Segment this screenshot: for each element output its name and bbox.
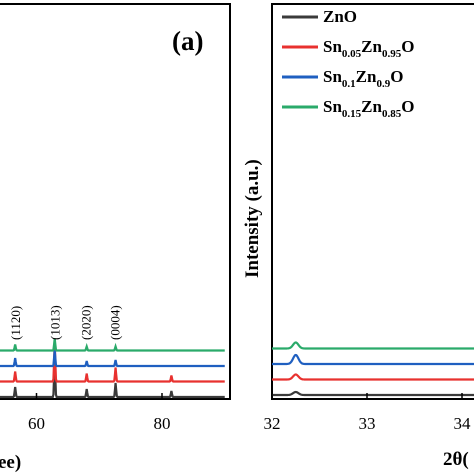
peak-label: (2020) <box>79 305 94 340</box>
series-line-0 <box>0 356 225 399</box>
x-tick-label: 34 <box>454 414 472 433</box>
panel-b: 32 33 34 ZnO Sn0.05Zn0.95O Sn0.1Zn0.9O Sn0.15… <box>242 3 474 470</box>
series-line-0 <box>272 390 474 397</box>
panel-b-legend: ZnO Sn0.05Zn0.95O Sn0.1Zn0.9O Sn0.15Zn0.85O <box>282 7 414 120</box>
series-line-3 <box>0 338 225 352</box>
panel-a-x-ticks: 60 80 <box>28 393 171 433</box>
series-line-1 <box>0 341 225 383</box>
panel-b-series <box>272 341 474 397</box>
peak-label: (1120) <box>8 306 23 340</box>
peak-label: (0004) <box>108 305 123 340</box>
panel-a-label: (a) <box>172 26 203 56</box>
series-line-2 <box>272 353 474 366</box>
panel-a-peak-labels: (1120) (1013) (2020) (0004) <box>8 305 123 340</box>
panel-a: (a) (1120) (1013) (2020) (0004) 60 80 ee) <box>0 3 231 473</box>
x-tick-label: 33 <box>359 414 376 433</box>
series-line-3 <box>272 341 474 350</box>
panel-a-series <box>0 338 225 399</box>
legend-label: Sn0.15Zn0.85O <box>323 97 414 120</box>
panel-b-frame <box>271 3 474 400</box>
legend-label: Sn0.05Zn0.95O <box>323 37 414 60</box>
panel-a-x-axis-title: ee) <box>0 452 21 473</box>
panel-b-y-axis-title: Intensity (a.u.) <box>242 159 263 278</box>
series-line-2 <box>0 349 225 368</box>
x-tick-label: 80 <box>154 414 171 433</box>
x-tick-label: 60 <box>28 414 45 433</box>
legend-label: Sn0.1Zn0.9O <box>323 67 403 90</box>
panel-a-frame <box>0 3 231 400</box>
series-line-1 <box>272 373 474 381</box>
peak-label: (1013) <box>47 305 62 340</box>
legend-label: ZnO <box>323 7 357 26</box>
panel-b-x-ticks: 32 33 34 <box>264 393 472 433</box>
x-tick-label: 32 <box>264 414 281 433</box>
panel-b-x-axis-title: 2θ( <box>443 449 469 470</box>
